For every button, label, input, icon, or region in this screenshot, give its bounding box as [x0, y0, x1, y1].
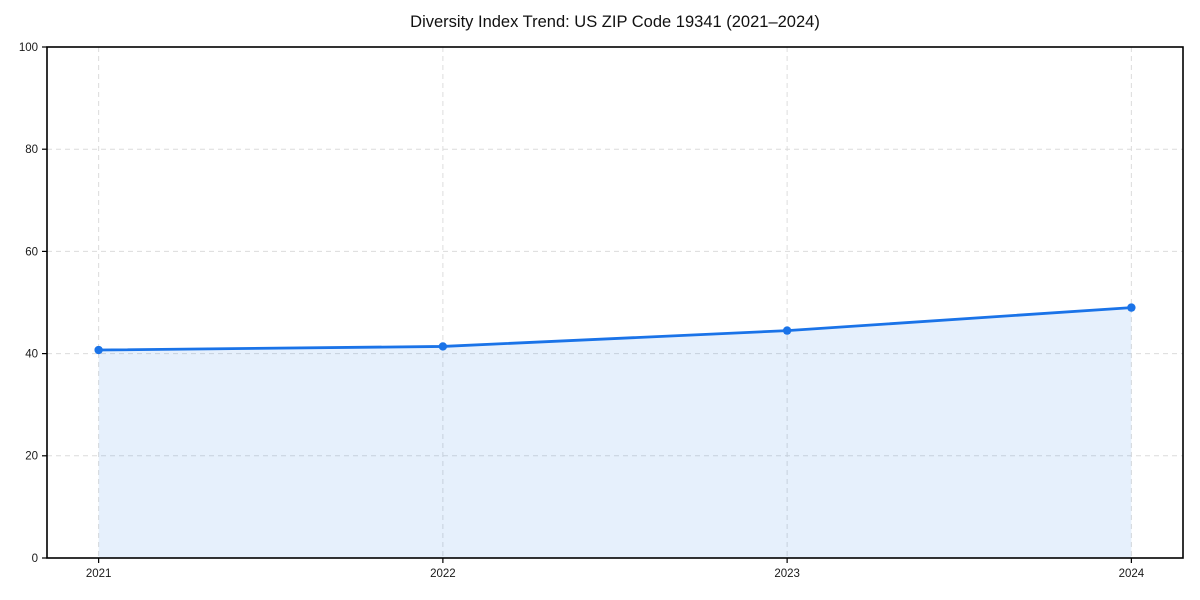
data-point	[438, 342, 448, 351]
trend-line	[97, 306, 1133, 352]
y-tick-label: 40	[25, 349, 38, 361]
plot-border	[46, 46, 1184, 559]
y-tick-label: 100	[19, 42, 38, 54]
y-tick-label: 80	[25, 144, 38, 156]
y-tick-label: 20	[25, 451, 38, 463]
area-fill	[98, 307, 1132, 558]
x-tick-label: 2023	[774, 568, 800, 580]
x-tick-label: 2024	[1119, 568, 1145, 580]
data-point	[782, 326, 792, 335]
data-point	[1127, 303, 1136, 312]
y-tick-label: 60	[25, 246, 38, 258]
data-point	[94, 345, 103, 355]
y-tick-label: 0	[32, 553, 38, 565]
x-tick-label: 2021	[86, 568, 112, 580]
x-tick-label: 2022	[430, 568, 456, 580]
chart-title: Diversity Index Trend: US ZIP Code 19341…	[410, 13, 820, 31]
